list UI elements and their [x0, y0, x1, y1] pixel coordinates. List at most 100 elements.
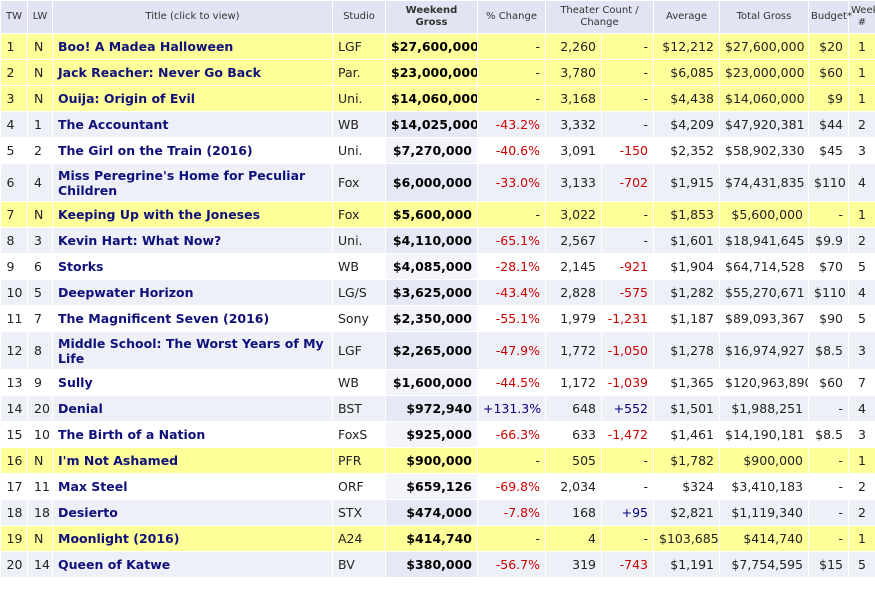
- movie-title-link[interactable]: Storks: [52, 253, 333, 280]
- percent-change: -43.4%: [477, 279, 546, 306]
- movie-title-link[interactable]: Max Steel: [52, 473, 333, 500]
- header-tw[interactable]: TW: [0, 0, 28, 34]
- week-number: 4: [848, 163, 875, 202]
- weekend-gross: $925,000: [385, 421, 478, 448]
- budget: $9.9: [808, 227, 849, 254]
- movie-title-link[interactable]: Keeping Up with the Joneses: [52, 201, 333, 228]
- budget: -: [808, 473, 849, 500]
- studio-name: Uni.: [332, 85, 386, 112]
- table-row: 15 10 The Birth of a Nation FoxS $925,000 -66…: [0, 421, 875, 448]
- movie-title-link[interactable]: Denial: [52, 395, 333, 422]
- theater-change: -921: [601, 253, 654, 280]
- header-theater-count[interactable]: Theater Count / Change: [545, 0, 654, 34]
- movie-title-link[interactable]: Kevin Hart: What Now?: [52, 227, 333, 254]
- theater-change: +552: [601, 395, 654, 422]
- weekend-gross: $659,126: [385, 473, 478, 500]
- studio-name: LGF: [332, 33, 386, 60]
- movie-title-link[interactable]: I'm Not Ashamed: [52, 447, 333, 474]
- average-per-theater: $4,209: [653, 111, 720, 138]
- theater-count: 319: [545, 551, 602, 578]
- total-gross: $47,920,381: [719, 111, 809, 138]
- table-row: 19 N Moonlight (2016) A24 $414,740-4- $103,68…: [0, 525, 875, 552]
- movie-title-link[interactable]: Moonlight (2016): [52, 525, 333, 552]
- theater-count: 2,567: [545, 227, 602, 254]
- header-weekend-gross[interactable]: Weekend Gross: [385, 0, 478, 34]
- header-lw[interactable]: LW: [27, 0, 53, 34]
- header-total-gross[interactable]: Total Gross: [719, 0, 809, 34]
- total-gross: $58,902,330: [719, 137, 809, 164]
- total-gross: $89,093,367: [719, 305, 809, 332]
- movie-title-link[interactable]: Desierto: [52, 499, 333, 526]
- header-week[interactable]: Week #: [848, 0, 875, 34]
- average-per-theater: $4,438: [653, 85, 720, 112]
- movie-title-link[interactable]: Jack Reacher: Never Go Back: [52, 59, 333, 86]
- table-row: 16 N I'm Not Ashamed PFR $900,000-505- $1,782…: [0, 447, 875, 474]
- header-title[interactable]: Title (click to view): [52, 0, 333, 34]
- week-number: 5: [848, 551, 875, 578]
- budget: $60: [808, 369, 849, 396]
- weekend-gross: $414,740: [385, 525, 478, 552]
- average-per-theater: $1,282: [653, 279, 720, 306]
- rank-this-week: 5: [0, 137, 28, 164]
- theater-count: 3,168: [545, 85, 602, 112]
- movie-title-link[interactable]: The Magnificent Seven (2016): [52, 305, 333, 332]
- week-number: 2: [848, 499, 875, 526]
- percent-change: -: [477, 201, 546, 228]
- theater-count: 3,091: [545, 137, 602, 164]
- movie-title-link[interactable]: Deepwater Horizon: [52, 279, 333, 306]
- weekend-gross: $972,940: [385, 395, 478, 422]
- movie-title-link[interactable]: Sully: [52, 369, 333, 396]
- percent-change: -44.5%: [477, 369, 546, 396]
- average-per-theater: $103,685: [653, 525, 720, 552]
- average-per-theater: $1,461: [653, 421, 720, 448]
- week-number: 3: [848, 331, 875, 370]
- percent-change: -40.6%: [477, 137, 546, 164]
- studio-name: A24: [332, 525, 386, 552]
- header-week-line2: #: [857, 17, 867, 28]
- total-gross: $14,190,181: [719, 421, 809, 448]
- movie-title-link[interactable]: The Birth of a Nation: [52, 421, 333, 448]
- average-per-theater: $2,821: [653, 499, 720, 526]
- table-row: 8 3 Kevin Hart: What Now? Uni. $4,110,000 -65…: [0, 227, 875, 254]
- theater-change: -: [601, 33, 654, 60]
- rank-this-week: 2: [0, 59, 28, 86]
- budget: $60: [808, 59, 849, 86]
- average-per-theater: $2,352: [653, 137, 720, 164]
- weekend-gross: $2,265,000: [385, 331, 478, 370]
- average-per-theater: $1,782: [653, 447, 720, 474]
- total-gross: $27,600,000: [719, 33, 809, 60]
- header-average[interactable]: Average: [653, 0, 720, 34]
- studio-name: WB: [332, 111, 386, 138]
- studio-name: LG/S: [332, 279, 386, 306]
- table-row: 5 2 The Girl on the Train (2016) Uni. $7,270…: [0, 137, 875, 164]
- week-number: 1: [848, 59, 875, 86]
- header-pct-change[interactable]: % Change: [477, 0, 546, 34]
- table-row: 12 8 Middle School: The Worst Years of My …: [0, 331, 875, 370]
- theater-change: -: [601, 525, 654, 552]
- movie-title-link[interactable]: Boo! A Madea Halloween: [52, 33, 333, 60]
- header-studio[interactable]: Studio: [332, 0, 386, 34]
- rank-last-week: N: [27, 85, 53, 112]
- movie-title-link[interactable]: The Girl on the Train (2016): [52, 137, 333, 164]
- weekend-gross: $380,000: [385, 551, 478, 578]
- average-per-theater: $1,501: [653, 395, 720, 422]
- movie-title-link[interactable]: Queen of Katwe: [52, 551, 333, 578]
- percent-change: -: [477, 447, 546, 474]
- week-number: 1: [848, 525, 875, 552]
- budget: -: [808, 525, 849, 552]
- header-budget[interactable]: Budget*: [808, 0, 852, 34]
- rank-this-week: 16: [0, 447, 28, 474]
- rank-last-week: 11: [27, 473, 53, 500]
- theater-count: 3,133: [545, 163, 602, 202]
- movie-title-link[interactable]: Miss Peregrine's Home for Peculiar Child…: [52, 163, 333, 202]
- theater-count: 3,022: [545, 201, 602, 228]
- rank-this-week: 20: [0, 551, 28, 578]
- average-per-theater: $1,915: [653, 163, 720, 202]
- weekend-gross: $14,060,000: [385, 85, 478, 112]
- movie-title-link[interactable]: Ouija: Origin of Evil: [52, 85, 333, 112]
- week-number: 1: [848, 201, 875, 228]
- movie-title-link[interactable]: The Accountant: [52, 111, 333, 138]
- table-row: 9 6 Storks WB $4,085,000 -28.1% 2,145 -921 $1,90…: [0, 253, 875, 280]
- studio-name: Fox: [332, 201, 386, 228]
- movie-title-link[interactable]: Middle School: The Worst Years of My Lif…: [52, 331, 333, 370]
